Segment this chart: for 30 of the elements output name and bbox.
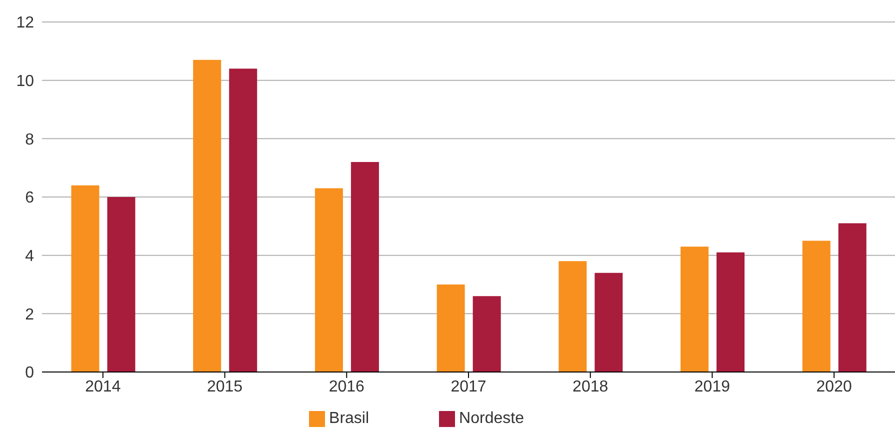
y-tick-label: 4 — [25, 248, 34, 266]
bar — [838, 223, 866, 372]
y-tick-label: 10 — [16, 73, 34, 90]
bar — [558, 261, 587, 372]
bar — [716, 252, 745, 372]
x-tick-label: 2017 — [450, 378, 486, 396]
bar — [802, 240, 830, 372]
x-tick-label: 2015 — [206, 378, 243, 396]
bar — [594, 272, 623, 372]
bar — [472, 296, 501, 372]
legend-label: Brasil — [329, 410, 370, 427]
bar — [229, 68, 258, 372]
y-tick-label: 8 — [25, 131, 34, 148]
x-tick-label: 2018 — [572, 378, 608, 396]
x-tick-label: 2014 — [85, 378, 121, 396]
y-tick-label: 6 — [25, 190, 34, 207]
x-tick-label: 2019 — [694, 378, 730, 396]
bar — [680, 246, 709, 372]
x-tick-label: 2016 — [328, 378, 365, 396]
legend-label: Nordeste — [459, 410, 524, 427]
bar — [71, 185, 100, 372]
bar — [107, 197, 136, 372]
y-tick-label: 0 — [25, 364, 34, 382]
bar — [314, 188, 343, 372]
x-tick-label: 2020 — [816, 378, 852, 396]
y-tick-label: 2 — [25, 306, 34, 324]
bar — [350, 162, 379, 372]
bar — [193, 60, 222, 372]
bar — [436, 284, 465, 372]
y-tick-label: 12 — [16, 14, 34, 32]
